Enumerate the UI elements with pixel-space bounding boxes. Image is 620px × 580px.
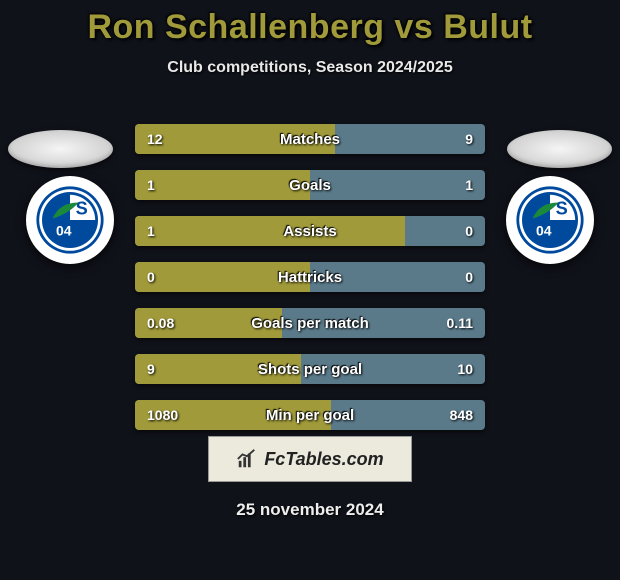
schalke-crest-icon: S 04 (515, 185, 585, 255)
svg-text:04: 04 (536, 222, 552, 238)
schalke-crest-icon: S 04 (35, 185, 105, 255)
stat-left-value: 1 (147, 170, 155, 200)
stat-left-value: 0 (147, 262, 155, 292)
bar-left-segment (135, 216, 405, 246)
subtitle: Club competitions, Season 2024/2025 (0, 59, 620, 77)
bar-left-segment (135, 124, 335, 154)
stat-bar: 1080848Min per goal (135, 400, 485, 430)
comparison-bars: 129Matches11Goals10Assists00Hattricks0.0… (135, 124, 485, 446)
stat-right-value: 0.11 (447, 308, 473, 338)
stat-right-value: 0 (465, 262, 473, 292)
svg-text:S: S (556, 198, 568, 218)
bar-left-segment (135, 354, 301, 384)
player-left-platform (8, 130, 113, 168)
stat-right-value: 9 (465, 124, 473, 154)
brand-logo: FcTables.com (208, 436, 412, 482)
svg-text:04: 04 (56, 222, 72, 238)
chart-icon (236, 448, 258, 470)
stat-right-value: 10 (457, 354, 473, 384)
stat-left-value: 9 (147, 354, 155, 384)
player-right-platform (507, 130, 612, 168)
page-title: Ron Schallenberg vs Bulut (0, 0, 620, 47)
brand-text: FcTables.com (264, 449, 383, 470)
stat-bar: 00Hattricks (135, 262, 485, 292)
club-badge-right: S 04 (506, 176, 594, 264)
stat-left-value: 1080 (147, 400, 178, 430)
stat-left-value: 1 (147, 216, 155, 246)
bar-left-segment (135, 170, 310, 200)
stat-bar: 910Shots per goal (135, 354, 485, 384)
date-text: 25 november 2024 (0, 500, 620, 520)
svg-text:S: S (76, 198, 88, 218)
stat-left-value: 12 (147, 124, 163, 154)
stat-right-value: 848 (450, 400, 473, 430)
stat-right-value: 1 (465, 170, 473, 200)
stat-bar: 11Goals (135, 170, 485, 200)
stat-bar: 10Assists (135, 216, 485, 246)
club-badge-left: S 04 (26, 176, 114, 264)
stat-left-value: 0.08 (147, 308, 174, 338)
bar-left-segment (135, 262, 310, 292)
stat-right-value: 0 (465, 216, 473, 246)
stat-bar: 129Matches (135, 124, 485, 154)
stat-bar: 0.080.11Goals per match (135, 308, 485, 338)
